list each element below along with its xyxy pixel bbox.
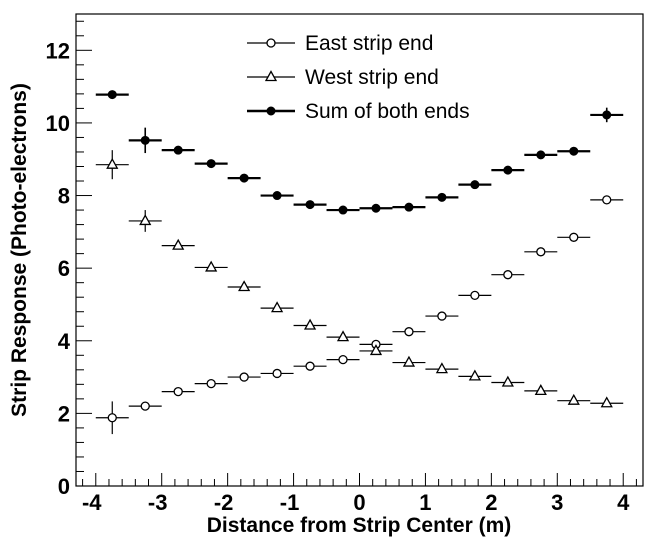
x-tick-label: -3 <box>148 490 168 515</box>
y-tick-label: 12 <box>46 38 70 63</box>
data-point <box>569 232 579 242</box>
legend-item: Sum of both ends <box>247 100 470 123</box>
data-point <box>371 203 381 213</box>
data-point <box>139 214 152 226</box>
data-point <box>567 393 580 405</box>
data-point <box>238 280 251 292</box>
data-point <box>402 355 416 367</box>
data-point <box>206 378 216 389</box>
data-point <box>534 384 547 396</box>
y-axis-title: Strip Response (Photo-electrons) <box>8 83 31 417</box>
data-point <box>140 135 150 145</box>
data-point <box>470 290 480 301</box>
legend: East strip end West strip end Sum of both … <box>247 32 470 123</box>
data-point <box>503 165 513 175</box>
x-axis-title: Distance from Strip Center (m) <box>207 514 512 537</box>
series-0 <box>95 195 624 435</box>
y-tick-label: 8 <box>58 184 70 209</box>
x-tick-label: 1 <box>419 490 431 515</box>
x-tick-label: 4 <box>617 490 630 515</box>
data-point <box>173 145 183 155</box>
legend-item: West strip end <box>247 66 439 89</box>
x-tick-label: 0 <box>353 490 365 515</box>
x-tick-label: 3 <box>551 490 563 515</box>
data-point <box>470 180 480 190</box>
data-point <box>140 401 150 411</box>
data-point <box>404 202 414 212</box>
data-point <box>503 270 513 280</box>
data-point <box>206 159 216 169</box>
data-point <box>272 368 282 379</box>
legend-label: East strip end <box>305 32 433 55</box>
legend-marker <box>264 70 278 82</box>
data-point <box>239 173 249 183</box>
data-point <box>172 238 185 250</box>
data-point <box>600 396 613 408</box>
data-point <box>569 146 579 156</box>
data-point <box>205 260 218 272</box>
data-point <box>305 200 315 210</box>
y-tick-label: 10 <box>46 111 70 136</box>
legend-marker <box>266 106 276 116</box>
series-1 <box>95 150 624 408</box>
y-tick-label: 2 <box>58 401 70 426</box>
legend-item: East strip end <box>247 32 433 55</box>
data-point <box>106 157 119 169</box>
data-point <box>536 150 546 160</box>
data-point <box>437 192 447 202</box>
data-point <box>336 330 350 342</box>
data-point <box>338 354 348 365</box>
y-tick-label: 4 <box>58 329 71 354</box>
series-group <box>95 90 624 435</box>
series-2 <box>95 90 624 215</box>
data-point <box>338 205 348 215</box>
data-point <box>501 375 514 387</box>
data-point <box>107 90 117 100</box>
legend-label: West strip end <box>305 66 439 89</box>
data-point <box>437 311 447 321</box>
data-point <box>305 361 315 371</box>
x-tick-label: -2 <box>214 490 234 515</box>
data-point <box>272 191 282 201</box>
data-point <box>239 372 249 382</box>
data-point <box>303 318 317 330</box>
data-point <box>404 327 414 337</box>
data-point <box>536 247 546 257</box>
x-tick-label: -1 <box>280 490 300 515</box>
data-point <box>270 301 284 313</box>
data-point <box>602 110 612 120</box>
data-point <box>173 386 183 397</box>
data-point <box>602 195 612 205</box>
y-tick-label: 0 <box>58 474 70 499</box>
y-tick-label: 6 <box>58 256 70 281</box>
data-point <box>369 344 383 356</box>
data-point <box>468 369 481 381</box>
x-tick-label: -4 <box>82 490 102 515</box>
axes <box>76 20 637 487</box>
legend-label: Sum of both ends <box>305 100 470 123</box>
data-point <box>107 413 117 423</box>
legend-marker <box>266 38 276 48</box>
data-point <box>435 362 449 374</box>
x-tick-label: 2 <box>485 490 497 515</box>
